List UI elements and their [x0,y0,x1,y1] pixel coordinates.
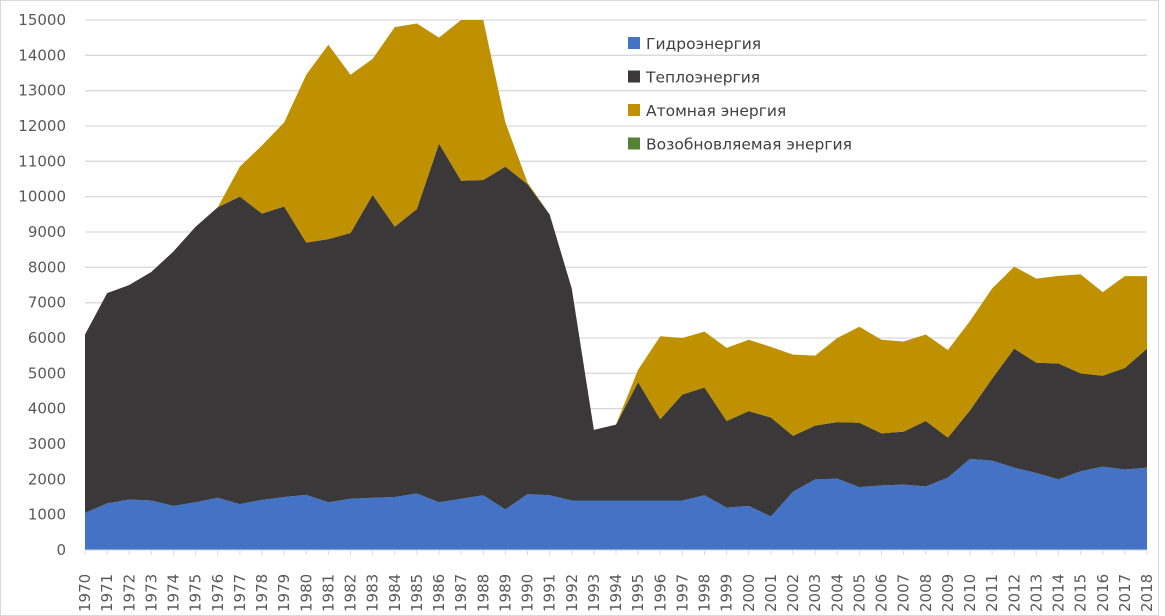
x-tick-label: 1978 [253,574,271,612]
x-tick-label: 2008 [917,574,935,612]
x-tick-label: 2011 [983,574,1001,612]
y-tick-label: 5000 [28,364,66,382]
x-tick-label: 1987 [452,574,470,612]
x-tick-label: 1981 [319,574,337,612]
x-tick-label: 1986 [430,574,448,612]
area-series-2 [85,20,1147,438]
x-tick-label: 2001 [762,574,780,612]
x-tick-label: 1972 [120,574,138,612]
y-tick-label: 11000 [18,152,66,170]
y-tick-label: 6000 [28,329,66,347]
x-tick-label: 2007 [895,574,913,612]
legend-label: Атомная энергия [646,102,786,120]
x-tick-label: 1979 [275,574,293,612]
x-tick-label: 2006 [873,574,891,612]
x-tick-label: 1991 [541,574,559,612]
legend-swatch [628,70,640,83]
x-tick-label: 1992 [563,574,581,612]
x-tick-label: 2003 [806,574,824,612]
x-tick-label: 1985 [408,574,426,612]
x-tick-label: 1997 [673,574,691,612]
x-tick-label: 2012 [1005,574,1023,612]
x-tick-label: 2016 [1094,574,1112,612]
y-tick-label: 12000 [18,117,66,135]
x-tick-label: 1974 [165,574,183,612]
y-tick-label: 4000 [28,400,66,418]
legend-swatch [628,37,640,49]
x-tick-label: 2000 [740,574,758,612]
x-tick-label: 2005 [850,574,868,612]
x-tick-label: 1970 [76,574,94,612]
x-tick-label: 2018 [1138,574,1156,612]
legend: Гидроэнергия Теплоэнергия Атомная энергия В… [628,35,852,154]
x-tick-label: 1983 [364,574,382,612]
x-tick-label: 2017 [1116,574,1134,612]
y-tick-label: 8000 [28,258,66,276]
x-tick-label: 2013 [1027,574,1045,612]
x-tick-label: 1988 [474,574,492,612]
legend-swatch [628,104,640,116]
y-tick-label: 9000 [28,223,66,241]
x-tick-label: 1975 [187,574,205,612]
y-tick-label: 1000 [28,506,66,524]
y-tick-label: 2000 [28,470,66,488]
y-tick-label: 14000 [18,46,66,64]
y-tick-label: 0 [56,541,66,559]
y-tick-label: 10000 [18,188,66,206]
x-tick-label: 2014 [1050,574,1068,612]
x-tick-label: 1993 [585,574,603,612]
y-axis-ticks: 0 1000 2000 3000 4000 5000 6000 7000 8000 9000 100… [18,11,66,559]
x-tick-label: 1998 [696,574,714,612]
x-tick-label: 1984 [386,574,404,612]
area-series-0 [85,458,1147,550]
x-tick-label: 2002 [784,574,802,612]
x-tick-label: 1994 [607,574,625,612]
x-tick-label: 1980 [297,574,315,612]
area-series-1 [85,143,1147,517]
x-tick-label: 2015 [1072,574,1090,612]
x-tick-label: 1996 [651,574,669,612]
x-tick-label: 1990 [519,574,537,612]
x-tick-label: 2010 [961,574,979,612]
x-tick-label: 2009 [939,574,957,612]
x-tick-label: 1982 [342,574,360,612]
x-tick-label: 1999 [718,574,736,612]
x-tick-label: 1995 [629,574,647,612]
x-tick-label: 1971 [98,574,116,612]
legend-label: Возобновляемая энергия [646,136,852,154]
legend-swatch [628,137,640,150]
legend-label: Гидроэнергия [646,35,761,53]
legend-label: Теплоэнергия [645,69,760,87]
y-tick-label: 15000 [18,11,66,29]
y-tick-label: 13000 [18,82,66,100]
x-tick-label: 1989 [496,574,514,612]
y-tick-label: 7000 [28,294,66,312]
x-tick-label: 1977 [231,574,249,612]
x-axis-ticks: 1970 1971 1972 1973 1974 1975 1976 1977 1978 1979… [76,549,1156,612]
areas [85,20,1147,550]
x-tick-label: 1976 [209,574,227,612]
x-tick-label: 2004 [828,574,846,612]
y-tick-label: 3000 [28,435,66,453]
x-tick-label: 1973 [142,574,160,612]
